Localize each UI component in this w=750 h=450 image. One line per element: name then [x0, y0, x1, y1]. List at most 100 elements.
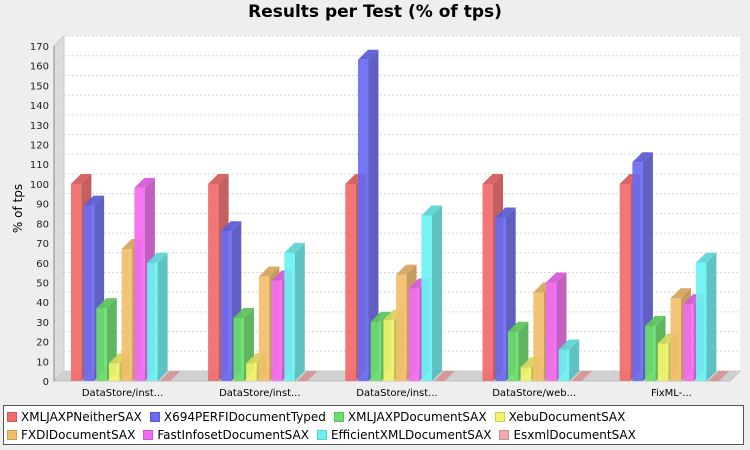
bar-top [507, 321, 529, 332]
bar-top [571, 371, 592, 381]
bar-top [358, 49, 379, 60]
bar-top [670, 288, 691, 299]
bar [670, 298, 681, 381]
x-tick-label: DataStore/web... [492, 388, 576, 399]
y-tick-label: 90 [36, 200, 49, 211]
legend-label: XMLJAXPNeitherSAX [21, 410, 142, 424]
bar-top [96, 298, 117, 309]
bar-top [495, 207, 516, 218]
bar [370, 321, 382, 381]
y-tick-label: 20 [36, 338, 49, 349]
bar-top [695, 252, 717, 263]
y-tick-label: 100 [30, 180, 49, 191]
y-tick-label: 170 [30, 42, 49, 53]
bar-top [482, 173, 503, 184]
legend-label: FastInfosetDocumentSAX [157, 428, 309, 442]
bar [233, 317, 244, 381]
bar-top [159, 371, 181, 381]
y-tick-label: 80 [36, 219, 49, 230]
bar-top [297, 371, 318, 381]
y-axis-title: % of tps [11, 184, 25, 233]
bar-side [294, 242, 305, 381]
bar-side [569, 339, 580, 381]
bar [208, 183, 219, 381]
legend-swatch [143, 430, 154, 440]
bar-side [368, 49, 379, 381]
bar-top [208, 173, 229, 184]
y-tick-label: 70 [36, 239, 49, 250]
x-tick-label: DataStore/inst... [219, 388, 300, 399]
chart-legend: XMLJAXPNeitherSAX X694PERFIDocumentTyped X… [3, 405, 744, 445]
legend-item: FXDIDocumentSAX [7, 426, 135, 444]
y-tick-label: 160 [30, 62, 49, 73]
legend-label: XebuDocumentSAX [508, 410, 626, 424]
bar [134, 187, 145, 381]
bar [421, 215, 432, 381]
bar [619, 183, 631, 381]
legend-item: FastInfosetDocumentSAX [143, 426, 309, 444]
bar-top [70, 173, 92, 184]
legend-label: EfficientXMLDocumentSAX [330, 428, 492, 442]
y-tick-label: 40 [36, 298, 49, 309]
bar [284, 252, 295, 381]
legend-label: XMLJAXPDocumentSAX [347, 410, 487, 424]
chart-title: Results per Test (% of tps) [248, 2, 502, 22]
bar [345, 183, 356, 381]
legend-label: FXDIDocumentSAX [21, 428, 136, 442]
bar-top [284, 242, 305, 253]
y-tick-label: 110 [30, 160, 49, 171]
bar-top [134, 177, 155, 188]
legend-item: X694PERFIDocumentTyped [149, 408, 326, 426]
bar [96, 308, 107, 381]
bar [383, 319, 394, 381]
legend-item: XMLJAXPDocumentSAX [333, 408, 487, 426]
bar [147, 262, 158, 381]
y-tick-label: 50 [36, 278, 49, 289]
bar [246, 363, 257, 381]
bar-top [546, 272, 567, 283]
y-tick-label: 150 [30, 81, 49, 92]
bar [121, 248, 133, 381]
bar-side [432, 205, 442, 381]
bar [109, 363, 120, 381]
bar [558, 349, 570, 381]
bar [632, 162, 643, 381]
bar-top [645, 315, 666, 326]
bar [396, 274, 407, 381]
bar [220, 231, 232, 381]
legend-swatch [7, 412, 17, 422]
bar [495, 217, 506, 381]
bar [258, 276, 270, 381]
legend-label: EsxmlDocumentSAX [513, 428, 636, 442]
bar-side [157, 252, 168, 381]
legend-swatch [316, 430, 327, 440]
y-tick-label: 10 [36, 357, 49, 368]
legend-swatch [149, 412, 160, 422]
bar-top [370, 311, 392, 322]
bar-top [147, 252, 168, 263]
bar [271, 280, 283, 381]
bar-top [233, 307, 254, 318]
bar-top [434, 371, 455, 381]
y-tick-label: 0 [43, 377, 49, 388]
bar [533, 292, 544, 381]
bar [83, 205, 95, 381]
y-tick-label: 120 [30, 141, 49, 152]
bar [507, 331, 519, 381]
bar [546, 282, 557, 381]
y-tick-label: 140 [30, 101, 49, 112]
bar [645, 325, 656, 381]
legend-swatch [333, 412, 344, 422]
bar [695, 262, 707, 381]
bar-top [83, 195, 105, 206]
legend-swatch [7, 430, 17, 440]
x-tick-label: DataStore/inst... [82, 388, 163, 399]
legend-swatch [499, 430, 510, 440]
plot-left-wall [53, 34, 65, 383]
bar [358, 59, 369, 381]
bar [657, 343, 669, 381]
bar [408, 288, 420, 381]
x-tick-label: DataStore/inst... [356, 388, 437, 399]
bar [70, 183, 82, 381]
